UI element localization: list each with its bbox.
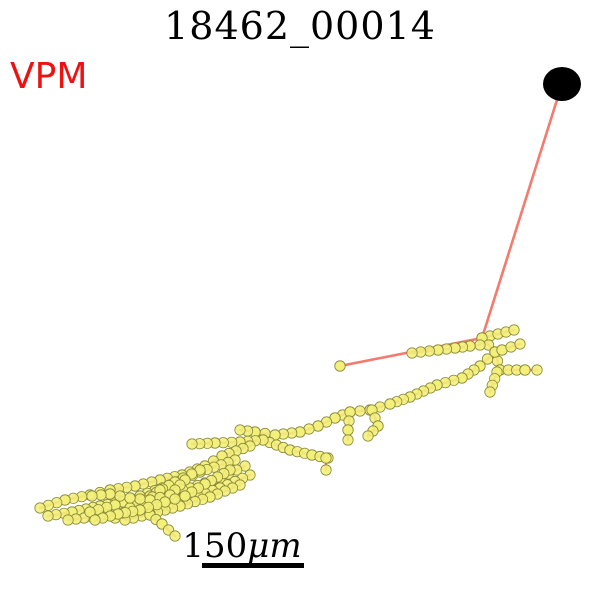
- trace-node: [86, 490, 98, 502]
- trace-node: [384, 398, 396, 410]
- trace-node: [474, 339, 486, 351]
- trace-node: [114, 490, 126, 502]
- trace-node: [186, 438, 198, 450]
- trace-node: [531, 364, 543, 376]
- trace-node: [481, 353, 494, 365]
- trace-node: [406, 347, 418, 359]
- trace-node: [320, 452, 332, 464]
- trace-node: [362, 430, 374, 442]
- trace-node: [34, 502, 46, 514]
- trace-node: [514, 338, 526, 350]
- scale-bar-label: 150μm: [172, 526, 312, 566]
- trace-node: [42, 510, 54, 522]
- branch-layer: [38, 82, 564, 538]
- trace-node: [179, 490, 191, 502]
- neurite-branch: [480, 82, 564, 340]
- trace-node: [124, 492, 136, 504]
- trace-node: [354, 405, 366, 417]
- trace-node: [62, 514, 74, 526]
- trace-node: [342, 424, 354, 436]
- trace-node: [89, 514, 101, 526]
- trace-node: [234, 424, 246, 436]
- trace-node: [484, 386, 496, 398]
- trace-node: [508, 324, 520, 336]
- soma-marker: [543, 67, 581, 101]
- scale-bar: [202, 563, 304, 568]
- trace-node: [134, 493, 146, 505]
- trace-node: [519, 364, 531, 376]
- region-label: VPM: [10, 56, 88, 97]
- trace-node: [169, 530, 181, 542]
- scale-bar-unit: μm: [247, 526, 302, 566]
- trace-node: [342, 434, 354, 446]
- scale-bar-value: 150: [182, 526, 248, 566]
- trace-node: [334, 360, 346, 372]
- trace-node: [320, 464, 332, 476]
- node-layer: [34, 324, 543, 542]
- trace-node: [169, 493, 181, 505]
- trace-node: [84, 506, 96, 518]
- figure-title: 18462_00014: [164, 4, 436, 48]
